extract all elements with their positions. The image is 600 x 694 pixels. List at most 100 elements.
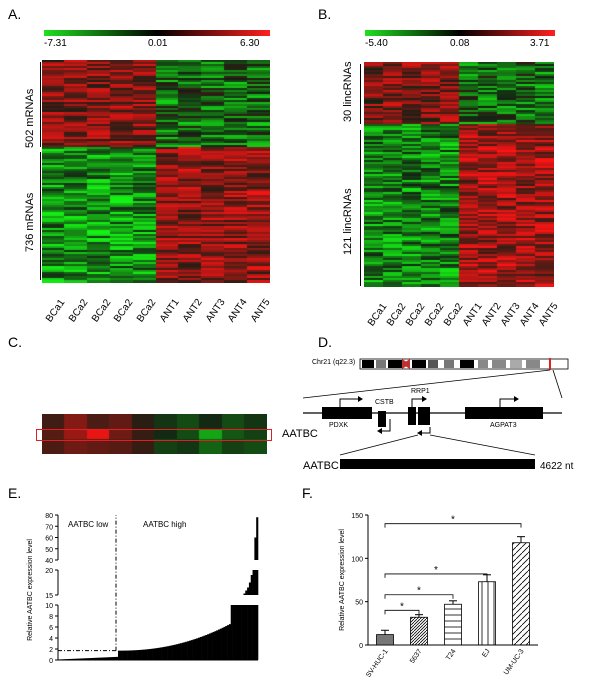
bar-f bbox=[512, 542, 530, 646]
sample-label: BCa2 bbox=[442, 301, 466, 329]
bar-e bbox=[99, 657, 102, 660]
bar-e bbox=[107, 657, 110, 660]
bar-e bbox=[172, 645, 175, 660]
bar-e bbox=[152, 648, 155, 660]
tick-label-e: 15 bbox=[45, 593, 53, 600]
gene-pdxk bbox=[322, 407, 372, 419]
colorbar-a-max: 6.30 bbox=[240, 38, 260, 49]
bar-e bbox=[256, 517, 259, 560]
tick-label-e: 50 bbox=[45, 547, 53, 554]
heatmap-c bbox=[42, 414, 267, 454]
bar-e bbox=[105, 657, 108, 660]
bar-e bbox=[121, 650, 124, 660]
transcript-length: 4622 nt bbox=[540, 461, 574, 472]
bar-e bbox=[127, 650, 130, 660]
bar-e bbox=[179, 643, 182, 660]
colorbar-b bbox=[365, 30, 555, 36]
bar-e bbox=[181, 642, 184, 660]
bar-e bbox=[168, 645, 172, 660]
bar-e bbox=[108, 657, 112, 660]
tick-label-f: 50 bbox=[355, 600, 363, 607]
bracket-b-2 bbox=[360, 130, 361, 286]
bar-e bbox=[114, 656, 117, 660]
gene-diagram bbox=[302, 358, 569, 469]
panel-b-letter: B. bbox=[318, 6, 332, 22]
bar-e bbox=[103, 657, 106, 660]
bar-e bbox=[72, 658, 75, 660]
bar-e bbox=[123, 650, 126, 660]
bar-e bbox=[205, 634, 208, 660]
sig-bracket-f bbox=[384, 609, 420, 615]
category-label-f: T24 bbox=[445, 648, 458, 662]
bar-e bbox=[98, 657, 101, 660]
sig-star-f: * bbox=[400, 601, 404, 612]
zoom-line-transcript-left bbox=[339, 434, 419, 456]
tick-label-e: 6 bbox=[49, 625, 53, 632]
high-label-e: AATBC high bbox=[143, 520, 186, 529]
sample-label: ANT2 bbox=[180, 297, 205, 325]
panel-a-letter: A. bbox=[8, 6, 22, 22]
bar-e bbox=[212, 631, 215, 660]
zoom-line-transcript-right bbox=[429, 434, 536, 456]
bar-e bbox=[132, 650, 135, 660]
arrow-aatbc bbox=[422, 427, 431, 434]
panel-e-letter: E. bbox=[8, 485, 22, 501]
bar-e bbox=[245, 590, 248, 595]
gene-cstb bbox=[378, 411, 386, 427]
bar-e bbox=[138, 650, 141, 660]
bar-e bbox=[150, 648, 153, 660]
bar-e bbox=[74, 658, 77, 660]
bar-e bbox=[143, 649, 146, 660]
bracket-a-2 bbox=[40, 152, 41, 280]
tick-label-f: 150 bbox=[351, 513, 363, 520]
aatbc-label-c: AATBC bbox=[282, 428, 318, 440]
bar-e bbox=[170, 645, 173, 660]
bar-e bbox=[198, 637, 201, 660]
bar-e bbox=[190, 640, 193, 660]
category-label-f: 5637 bbox=[409, 648, 424, 665]
bar-e bbox=[145, 649, 148, 660]
bar-e bbox=[118, 650, 121, 660]
bar-e bbox=[110, 657, 113, 660]
bar-e bbox=[128, 650, 132, 660]
bar-e bbox=[83, 658, 86, 660]
bar-e bbox=[238, 605, 241, 660]
highlight-box bbox=[36, 429, 272, 441]
bar-e bbox=[139, 649, 142, 660]
bar-e bbox=[210, 632, 213, 660]
bar-e bbox=[243, 605, 246, 660]
tick-label-e: 70 bbox=[45, 524, 53, 531]
bar-e bbox=[223, 626, 226, 660]
bar-e bbox=[250, 575, 253, 595]
bar-e bbox=[216, 630, 219, 660]
bar-e bbox=[112, 657, 115, 660]
arrow-agpat3 bbox=[499, 398, 514, 407]
bar-e bbox=[230, 605, 233, 660]
bar-e bbox=[201, 636, 204, 660]
tick-label-e: 2 bbox=[49, 647, 53, 654]
bar-e bbox=[136, 650, 139, 660]
gene-agpat3 bbox=[465, 407, 543, 419]
sample-label: BCa2 bbox=[112, 297, 136, 325]
gene-label-cstb: CSTB bbox=[375, 399, 394, 406]
bar-e bbox=[59, 659, 62, 660]
bar-f bbox=[444, 603, 462, 646]
tick-label-e: 40 bbox=[45, 558, 53, 565]
bar-e bbox=[256, 570, 259, 595]
sig-bracket-f bbox=[384, 594, 454, 599]
bar-e bbox=[183, 642, 186, 660]
group-a-label-1: 502 mRNAs bbox=[24, 88, 36, 148]
tick-label-e: 10 bbox=[45, 603, 53, 610]
arrow-cstb bbox=[382, 419, 391, 432]
bar-e bbox=[119, 650, 122, 660]
bar-e bbox=[156, 648, 159, 660]
arrow-rrp1 bbox=[411, 398, 422, 407]
bar-e bbox=[70, 658, 73, 660]
sample-label: ANT4 bbox=[226, 297, 251, 325]
bar-e bbox=[232, 605, 235, 660]
bar-e bbox=[194, 638, 197, 660]
bar-e bbox=[227, 625, 230, 660]
bar-e bbox=[196, 638, 199, 660]
sample-label: BCa1 bbox=[366, 301, 390, 329]
bar-e bbox=[85, 658, 88, 660]
